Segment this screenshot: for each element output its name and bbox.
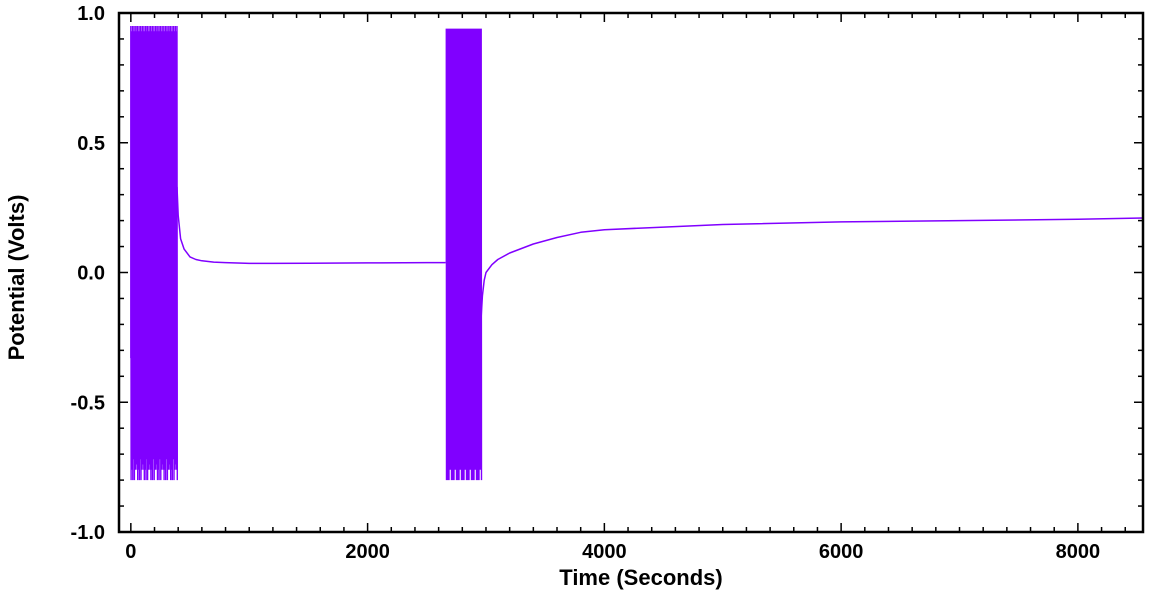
x-tick-label: 8000 — [1056, 541, 1101, 563]
potential-series-line — [176, 186, 1144, 317]
y-tick-label: -0.5 — [71, 392, 105, 414]
x-tick-label: 6000 — [819, 541, 864, 563]
y-tick-label: 0.0 — [77, 263, 105, 285]
series-group — [130, 25, 1144, 481]
y-tick-label: 1.0 — [77, 3, 105, 25]
y-tick-label: -1.0 — [71, 522, 105, 544]
oscillation-burst — [130, 25, 178, 481]
plot-frame — [117, 11, 1145, 534]
oscillation-burst — [445, 28, 483, 481]
y-tick-label: 0.5 — [77, 133, 105, 155]
x-axis-title: Time (Seconds) — [559, 565, 722, 590]
x-tick-label: 0 — [125, 541, 136, 563]
x-tick-label: 2000 — [345, 541, 390, 563]
y-axis-title: Potential (Volts) — [4, 195, 29, 361]
x-tick-label: 4000 — [582, 541, 627, 563]
